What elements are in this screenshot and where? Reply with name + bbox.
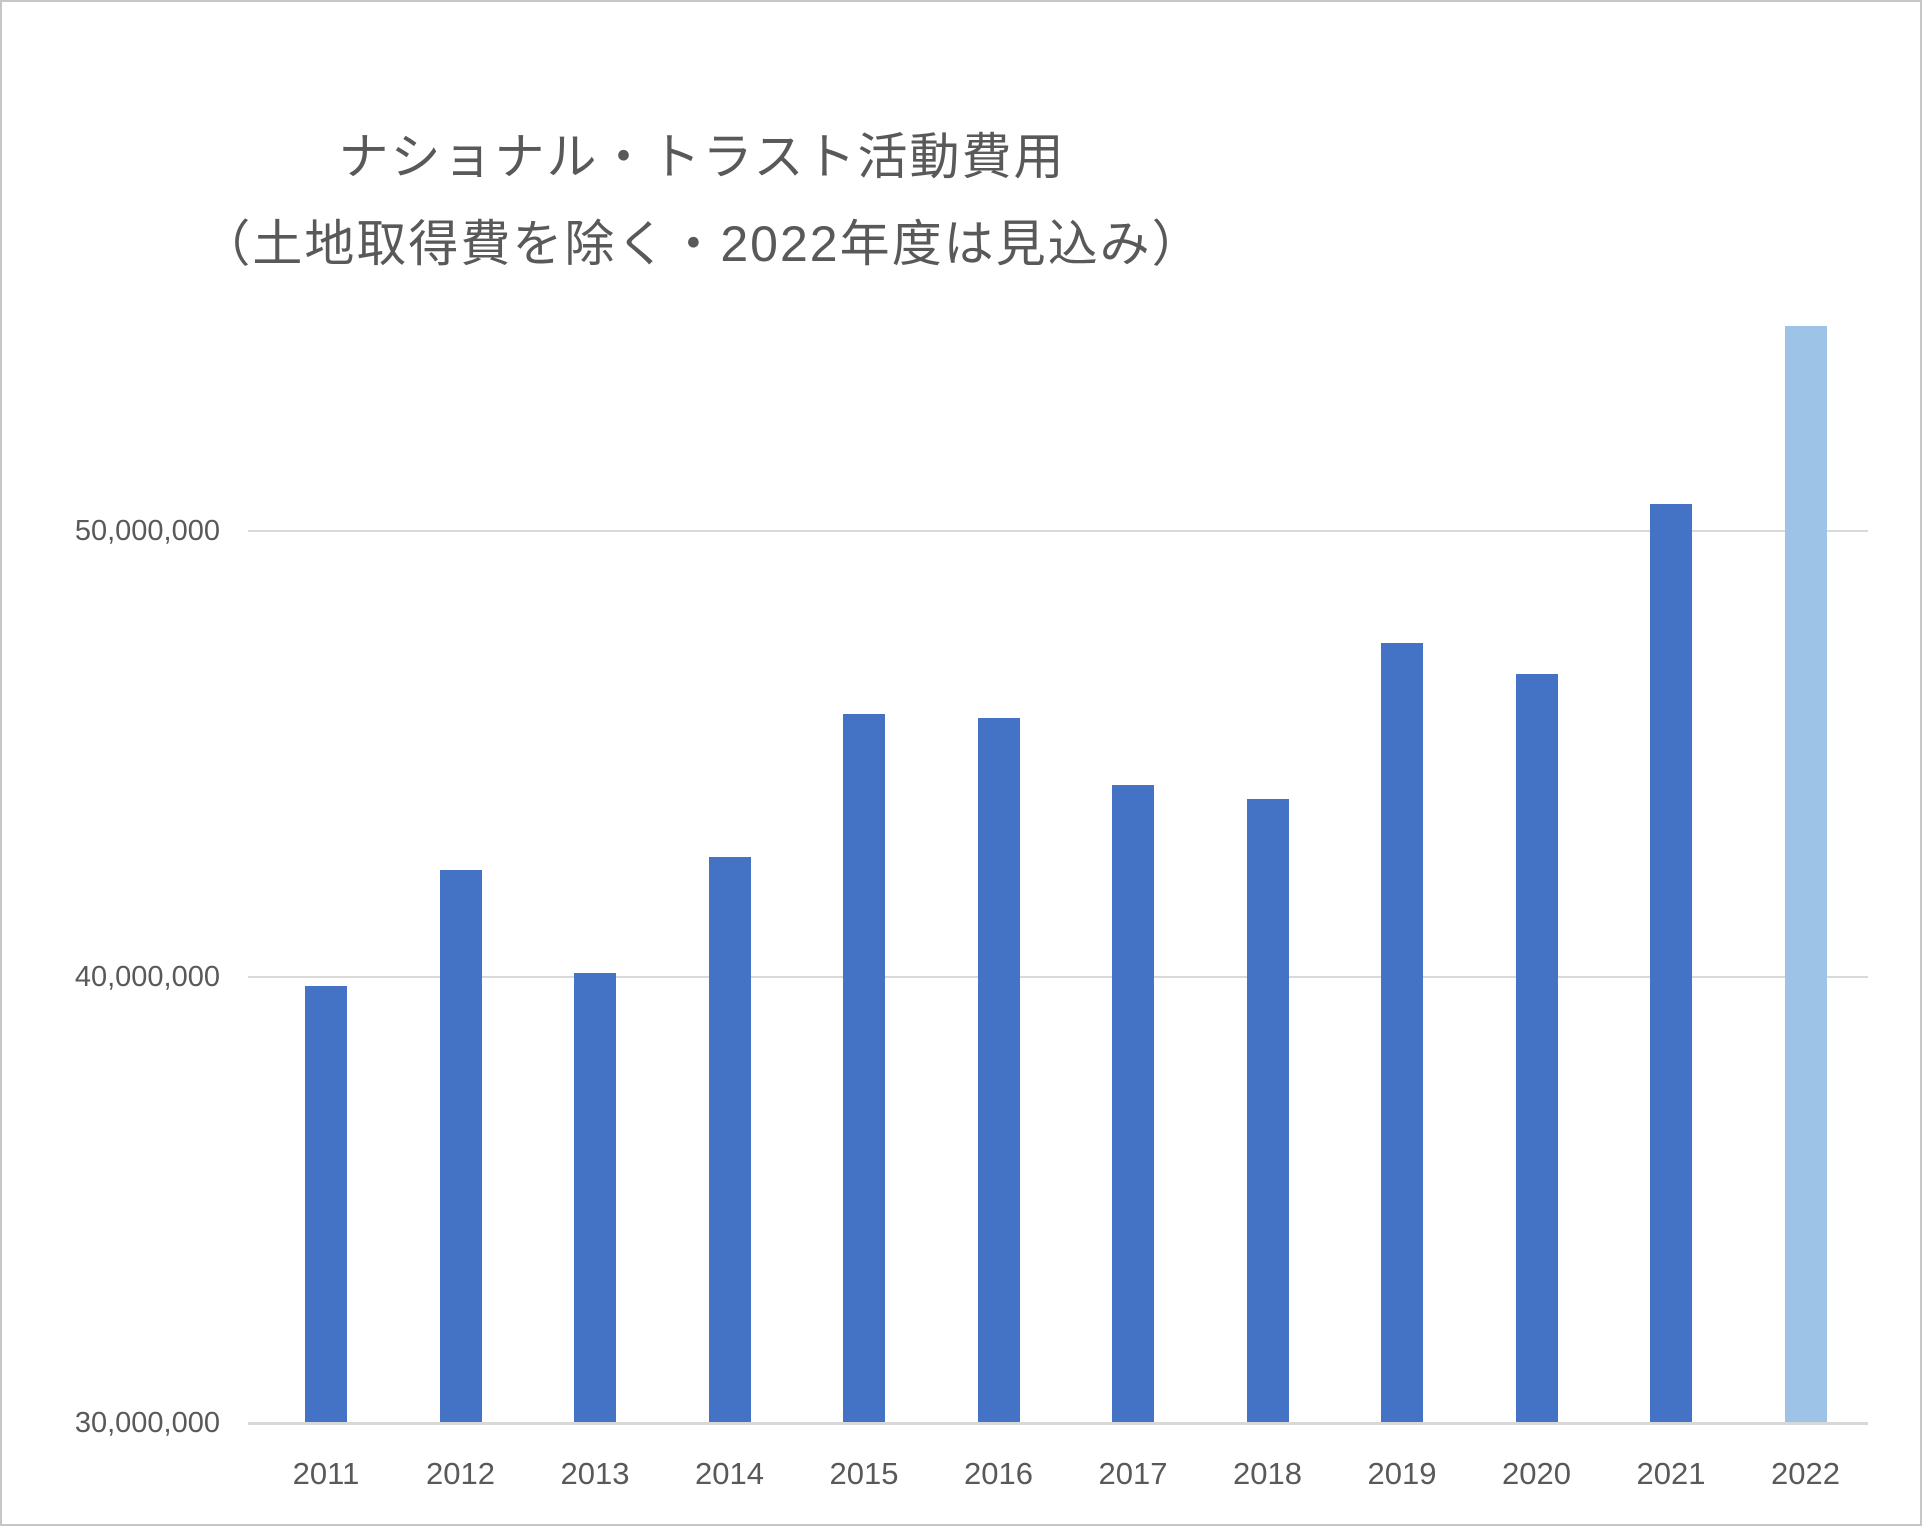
chart-title-line1: ナショナル・トラスト活動費用 [338, 129, 1066, 185]
x-tick-label-2017: 2017 [1098, 1456, 1168, 1491]
x-tick-label-2021: 2021 [1636, 1456, 1706, 1491]
gridline-50000000 [248, 530, 1868, 532]
bar-2014 [708, 856, 751, 1423]
x-tick-label-2016: 2016 [964, 1456, 1033, 1491]
y-tick-label-50000000: 50,000,000 [74, 515, 220, 547]
x-tick-label-2022: 2022 [1771, 1456, 1840, 1491]
x-tick-label-2015: 2015 [829, 1456, 899, 1491]
x-tick-label-2011: 2011 [292, 1456, 360, 1491]
bar-2018 [1246, 798, 1289, 1423]
bar-2016 [977, 718, 1020, 1423]
chart-title-line2: （土地取得費を除く・2022年度は見込み） [200, 216, 1204, 272]
y-tick-label-40000000: 40,000,000 [74, 961, 220, 993]
gridline-40000000 [248, 976, 1868, 978]
x-axis-line [248, 1422, 1868, 1425]
bar-2022 [1784, 325, 1827, 1423]
bar-2019 [1381, 642, 1423, 1423]
x-tick-label-2020: 2020 [1502, 1456, 1571, 1491]
bar-2021 [1650, 504, 1692, 1423]
x-tick-label-2014: 2014 [695, 1456, 764, 1491]
x-tick-label-2019: 2019 [1367, 1456, 1437, 1491]
bar-2020 [1515, 673, 1558, 1423]
bar-2011 [305, 985, 347, 1423]
bar-2012 [439, 869, 482, 1423]
bar-2017 [1112, 785, 1154, 1423]
x-tick-label-2013: 2013 [560, 1456, 630, 1491]
x-tick-label-2018: 2018 [1233, 1456, 1302, 1491]
bar-2013 [574, 972, 616, 1423]
y-tick-label-30000000: 30,000,000 [74, 1407, 220, 1439]
x-tick-label-2012: 2012 [426, 1456, 495, 1491]
bar-2015 [843, 713, 885, 1423]
chart-title: ナショナル・トラスト活動費用 （土地取得費を除く・2022年度は見込み） [162, 114, 1242, 288]
